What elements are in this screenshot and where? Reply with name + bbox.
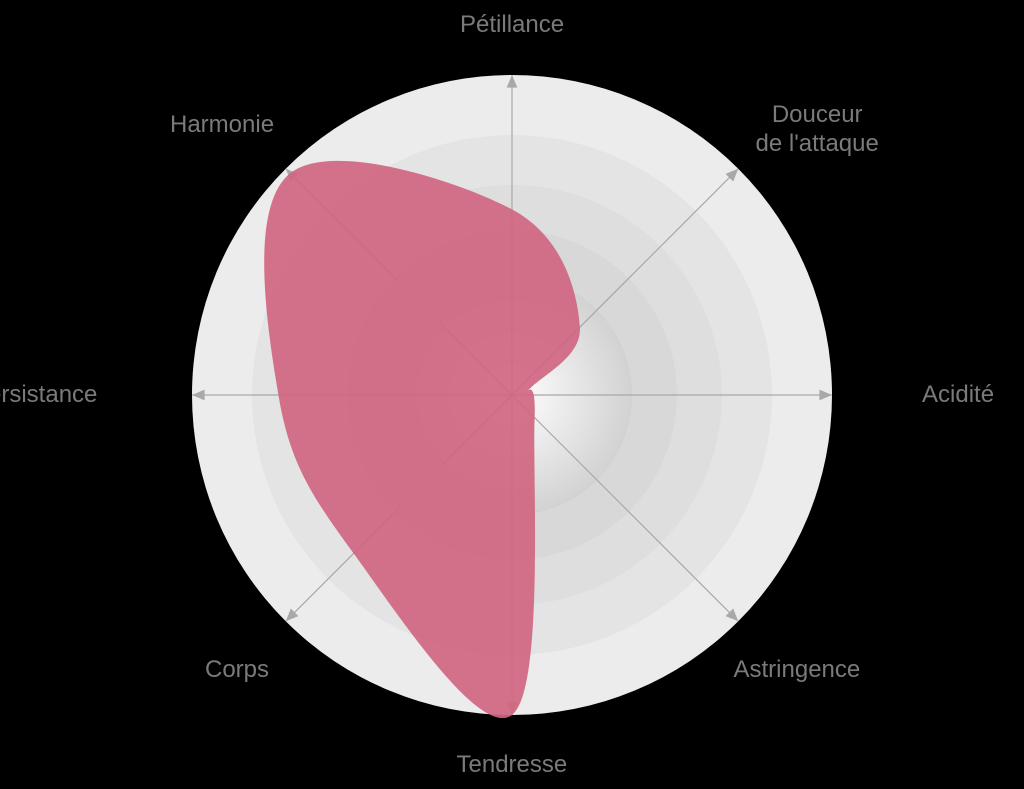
radar-chart-svg	[0, 0, 1024, 789]
radar-chart-container: PétillanceDouceur de l'attaqueAciditéAst…	[0, 0, 1024, 789]
